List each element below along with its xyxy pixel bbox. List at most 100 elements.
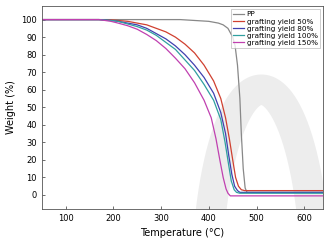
grafting yield 50% (243, 189, 247, 192)
PP (245, 191, 249, 194)
grafting yield 80% (278, 191, 282, 194)
Line: grafting yield 100%: grafting yield 100% (42, 20, 323, 193)
grafting yield 80% (97, 18, 101, 21)
PP (233, 44, 237, 47)
PP (109, 18, 113, 21)
grafting yield 80% (164, 37, 168, 40)
PP (231, 36, 235, 39)
grafting yield 50% (202, 64, 206, 67)
grafting yield 50% (321, 189, 325, 192)
grafting yield 100% (126, 22, 130, 25)
grafting yield 80% (116, 20, 120, 23)
grafting yield 100% (226, 162, 230, 165)
grafting yield 50% (212, 80, 215, 82)
Legend: PP, grafting yield 50%, grafting yield 80%, grafting yield 100%, grafting yield : PP, grafting yield 50%, grafting yield 8… (231, 9, 320, 48)
grafting yield 50% (231, 158, 235, 161)
PP (321, 191, 325, 194)
grafting yield 50% (135, 22, 139, 25)
grafting yield 150% (209, 116, 213, 119)
grafting yield 50% (164, 30, 168, 33)
grafting yield 100% (278, 192, 282, 195)
PP (243, 186, 247, 189)
grafting yield 100% (154, 34, 158, 37)
PP (178, 18, 182, 21)
grafting yield 80% (40, 18, 44, 21)
grafting yield 80% (227, 155, 231, 158)
grafting yield 100% (229, 180, 233, 183)
grafting yield 80% (154, 32, 158, 35)
PP (236, 64, 240, 67)
PP (250, 191, 254, 194)
grafting yield 80% (321, 191, 325, 194)
grafting yield 150% (224, 187, 228, 190)
Line: grafting yield 80%: grafting yield 80% (42, 20, 323, 192)
grafting yield 150% (233, 194, 237, 197)
PP (216, 22, 220, 25)
grafting yield 150% (183, 67, 187, 70)
grafting yield 80% (236, 189, 240, 192)
grafting yield 150% (97, 18, 101, 21)
PP (238, 97, 242, 100)
PP (40, 18, 44, 21)
grafting yield 150% (40, 18, 44, 21)
grafting yield 50% (278, 189, 282, 192)
grafting yield 150% (135, 28, 139, 31)
PP (116, 18, 120, 21)
grafting yield 50% (219, 97, 223, 100)
grafting yield 150% (278, 194, 282, 197)
grafting yield 50% (173, 36, 177, 39)
grafting yield 80% (145, 27, 149, 30)
grafting yield 50% (145, 23, 149, 26)
grafting yield 100% (145, 29, 149, 31)
grafting yield 50% (224, 116, 228, 119)
grafting yield 150% (154, 39, 158, 42)
PP (264, 191, 268, 194)
grafting yield 100% (97, 18, 101, 21)
PP (97, 18, 101, 21)
grafting yield 100% (109, 19, 113, 22)
grafting yield 50% (250, 189, 254, 192)
PP (192, 19, 196, 22)
grafting yield 100% (135, 25, 139, 28)
grafting yield 100% (250, 192, 254, 195)
grafting yield 50% (237, 185, 240, 188)
grafting yield 100% (116, 20, 120, 23)
grafting yield 50% (116, 19, 120, 22)
grafting yield 80% (192, 64, 196, 67)
grafting yield 150% (221, 176, 225, 179)
grafting yield 80% (219, 111, 223, 114)
grafting yield 80% (250, 191, 254, 194)
grafting yield 50% (227, 137, 231, 140)
grafting yield 50% (234, 176, 238, 179)
Line: grafting yield 50%: grafting yield 50% (42, 20, 323, 191)
PP (221, 23, 225, 26)
PP (159, 18, 163, 21)
grafting yield 80% (202, 76, 206, 79)
grafting yield 80% (183, 53, 187, 56)
grafting yield 150% (226, 192, 230, 195)
PP (226, 27, 230, 30)
grafting yield 100% (238, 192, 242, 195)
grafting yield 80% (109, 19, 113, 22)
PP (241, 167, 245, 170)
grafting yield 80% (233, 185, 237, 188)
X-axis label: Temperature (°C): Temperature (°C) (140, 228, 225, 238)
grafting yield 100% (232, 188, 236, 191)
grafting yield 50% (40, 18, 44, 21)
PP (207, 20, 211, 23)
PP (126, 18, 130, 21)
PP (239, 132, 243, 135)
grafting yield 150% (218, 158, 222, 161)
grafting yield 150% (145, 33, 149, 36)
grafting yield 150% (250, 194, 254, 197)
grafting yield 80% (126, 22, 130, 25)
grafting yield 100% (164, 41, 168, 44)
grafting yield 100% (192, 69, 196, 72)
grafting yield 50% (192, 51, 196, 54)
grafting yield 50% (239, 188, 243, 191)
grafting yield 100% (212, 99, 215, 102)
grafting yield 100% (243, 192, 247, 195)
grafting yield 80% (224, 132, 228, 135)
grafting yield 80% (230, 173, 234, 175)
grafting yield 150% (214, 137, 218, 140)
